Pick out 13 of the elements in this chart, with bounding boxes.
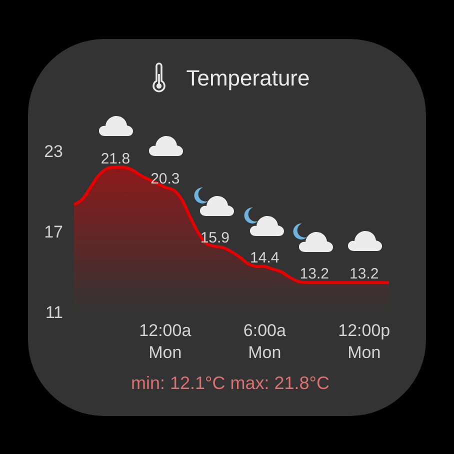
data-label: 13.2 <box>350 266 379 283</box>
y-tick-label: 17 <box>44 222 63 242</box>
chart-title: Temperature <box>186 66 310 91</box>
text: min: 12.1°C max: 21.8°C <box>131 373 330 393</box>
data-label: 20.3 <box>150 170 180 188</box>
x-tick-label: 12:00p Mon <box>338 321 390 362</box>
x-tick-label: 6:00a Mon <box>243 321 286 362</box>
data-label: 14.4 <box>250 250 280 267</box>
y-tick-label: 11 <box>45 302 63 322</box>
data-label: 21.8 <box>100 150 130 168</box>
x-tick-label: 12:00a Mon <box>139 321 192 362</box>
data-label: 13.2 <box>300 266 329 283</box>
y-tick-label: 23 <box>44 142 63 161</box>
